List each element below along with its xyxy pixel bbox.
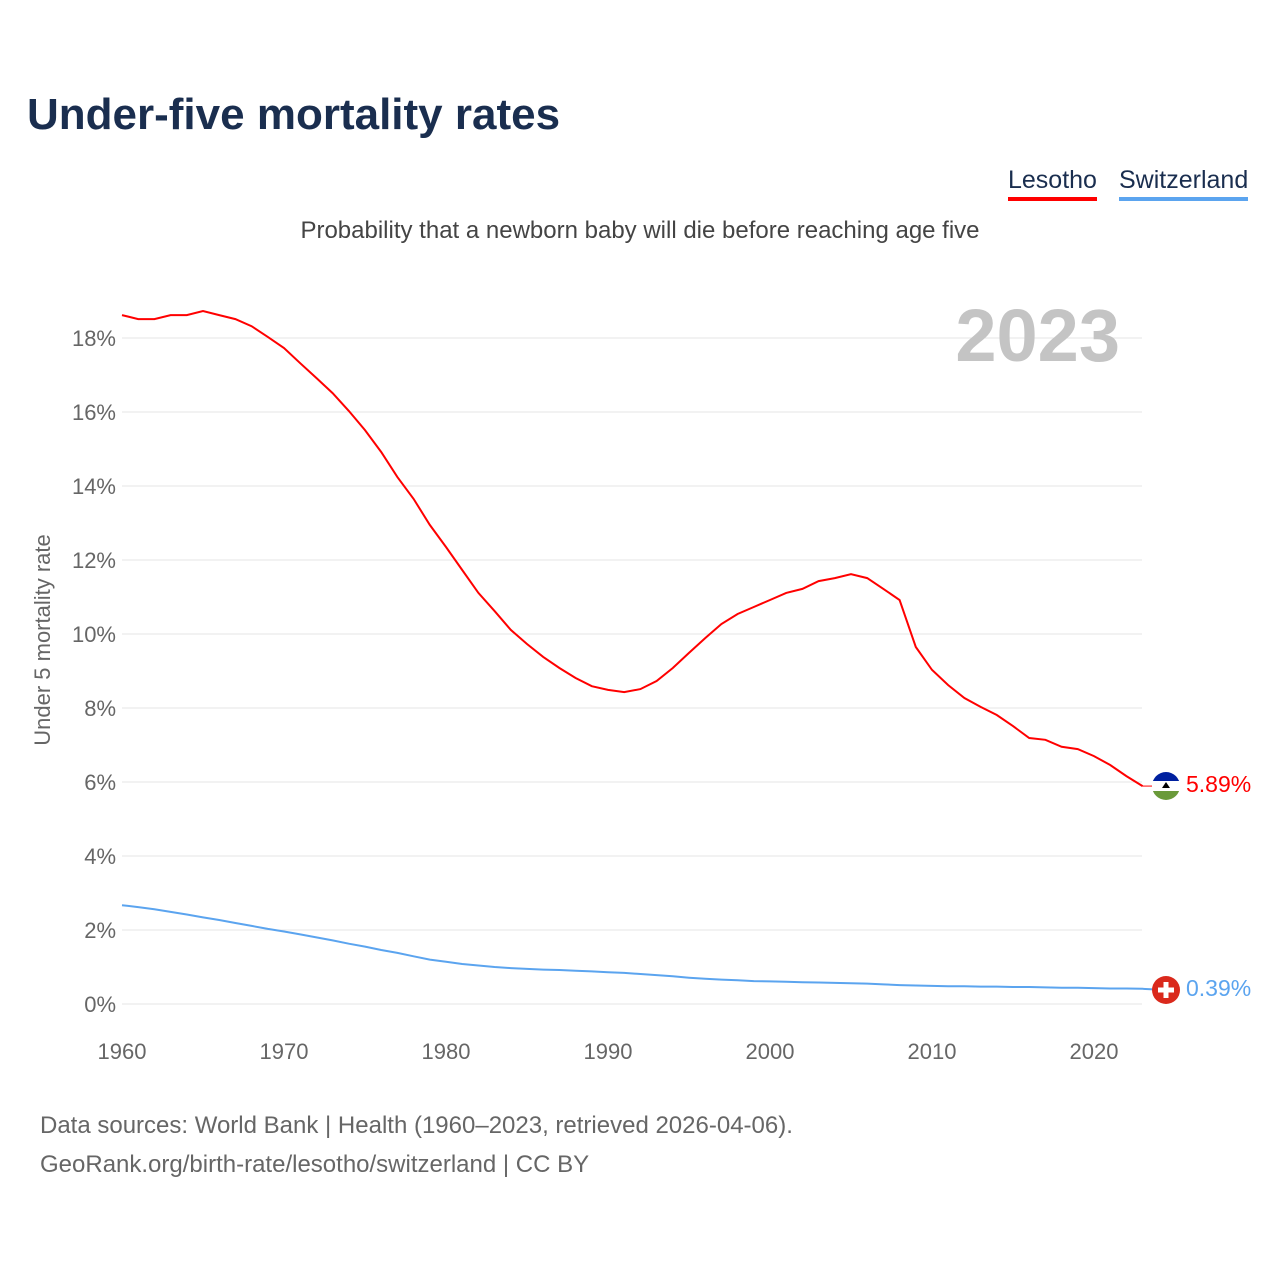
y-tick-label: 4% [84, 844, 116, 869]
y-tick-label: 16% [72, 400, 116, 425]
legend-lesotho[interactable]: Lesotho [1008, 166, 1097, 201]
x-tick-label: 1970 [260, 1039, 309, 1064]
y-tick-label: 8% [84, 696, 116, 721]
y-tick-label: 10% [72, 622, 116, 647]
y-tick-label: 0% [84, 992, 116, 1017]
x-tick-label: 1990 [584, 1039, 633, 1064]
y-tick-label: 14% [72, 474, 116, 499]
y-axis-label: Under 5 mortality rate [30, 534, 55, 746]
source-line-1: Data sources: World Bank | Health (1960–… [40, 1112, 793, 1139]
lesotho-flag-icon [1152, 772, 1180, 800]
legend-switzerland[interactable]: Switzerland [1119, 166, 1249, 201]
source-link[interactable]: GeoRank.org/birth-rate/lesotho/switzerla… [40, 1151, 590, 1178]
x-tick-label: 2010 [908, 1039, 957, 1064]
y-tick-label: 18% [72, 326, 116, 351]
switzerland-flag-icon [1152, 976, 1180, 1004]
chart-subtitle: Probability that a newborn baby will die… [300, 217, 980, 244]
chart-title: Under-five mortality rates [27, 90, 561, 139]
data-source: Data sources: World Bank | Health (1960–… [40, 1106, 793, 1184]
switzerland-end-value: 0.39% [1186, 975, 1251, 1001]
series-line-lesotho [121, 309, 1144, 787]
x-tick-label: 1960 [98, 1039, 147, 1064]
year-label: 2023 [955, 294, 1120, 377]
y-tick-label: 12% [72, 548, 116, 573]
y-tick-label: 6% [84, 770, 116, 795]
series-line-switzerland [121, 904, 1159, 991]
x-tick-label: 1980 [422, 1039, 471, 1064]
lesotho-end-value: 5.89% [1186, 771, 1251, 797]
x-tick-label: 2000 [746, 1039, 795, 1064]
x-tick-label: 2020 [1070, 1039, 1119, 1064]
y-tick-label: 2% [84, 918, 116, 943]
